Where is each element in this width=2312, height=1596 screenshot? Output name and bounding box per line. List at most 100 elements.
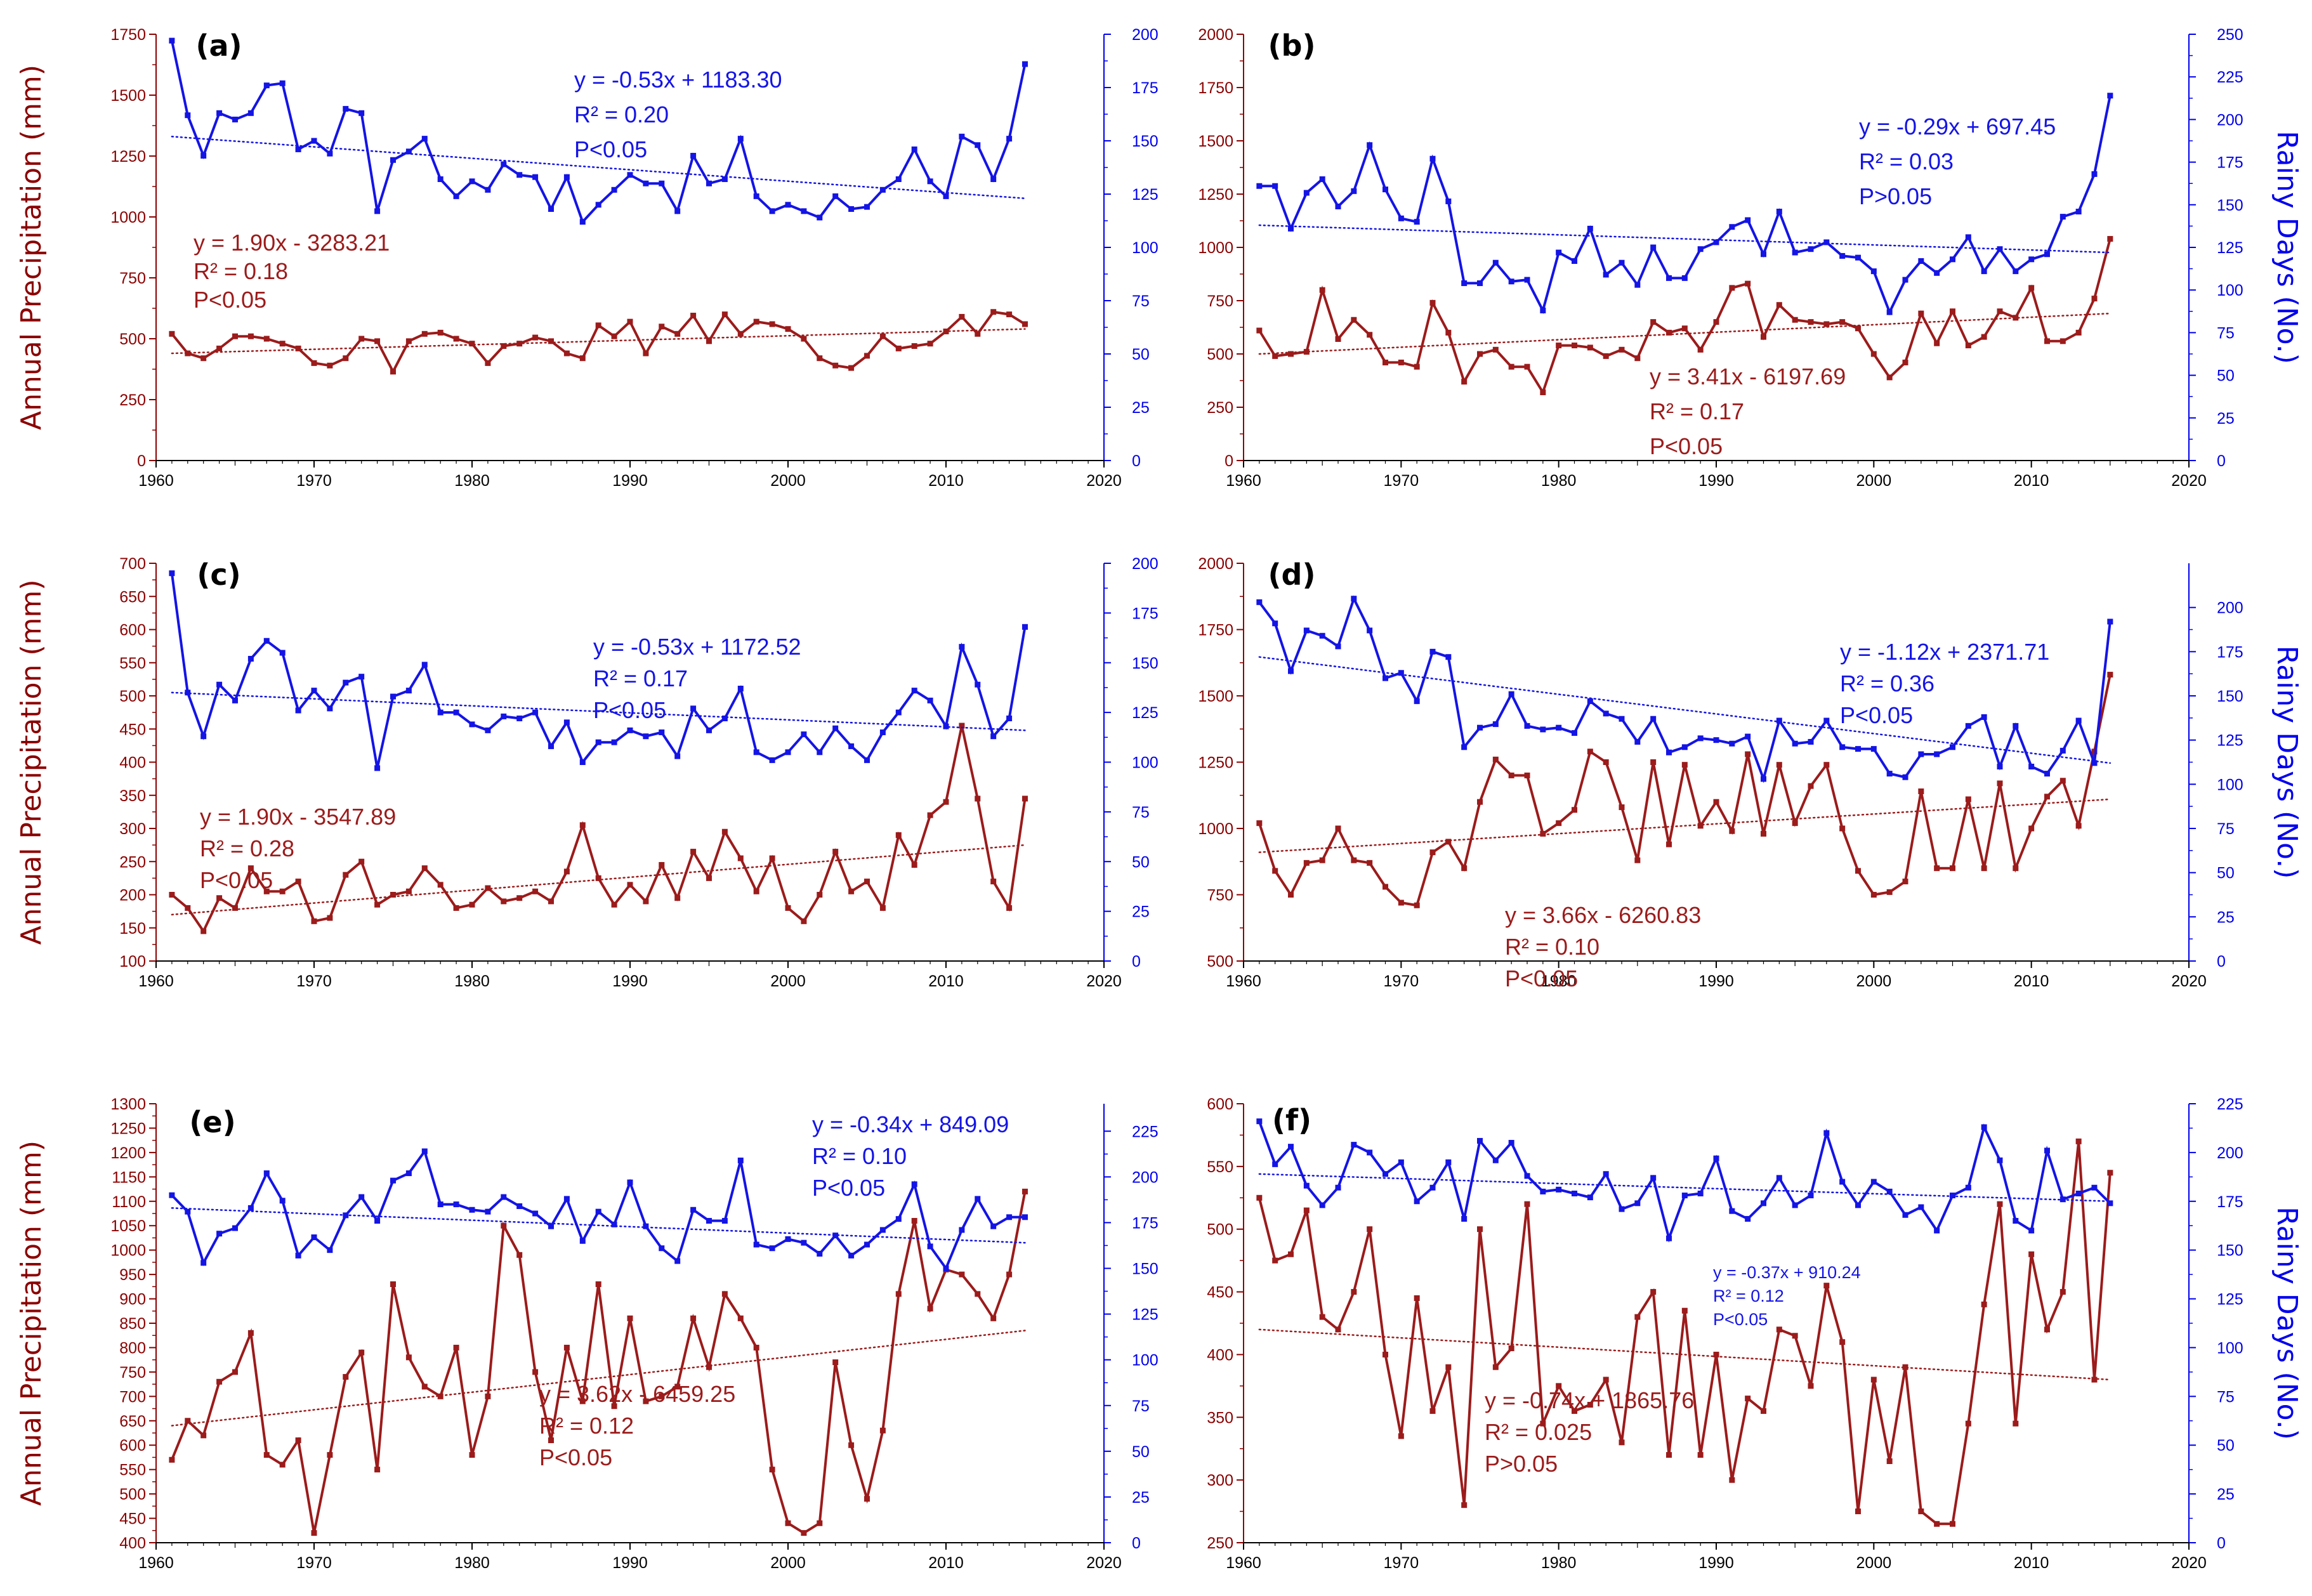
precipitation-point [1445,839,1452,845]
rainy-days-point [1398,1159,1404,1165]
rainy-days-point [1383,675,1388,681]
left-tick-label: 400 [119,1534,146,1552]
rainy-days-point [2028,1227,2035,1234]
rainy-days-point [1022,1214,1028,1220]
rainy-days-point [453,1201,459,1208]
rainy-days-point [1965,1184,1971,1191]
precipitation-point [690,849,697,855]
rainy-days-point [279,80,286,86]
right-tick-label: 225 [2217,69,2243,86]
rainy-days-point [1288,1144,1294,1150]
precipitation-point [295,1437,301,1444]
left-tick-label: 650 [119,1413,146,1430]
precipitation-trend-line [1258,1328,2112,1381]
right-tick-label: 100 [1132,239,1159,257]
precipitation-point [1965,1420,1971,1427]
x-tick-label: 1970 [296,972,332,990]
rainy-days-point [2091,1184,2098,1191]
left-tick-label: 900 [119,1291,146,1309]
rainy-days-point [169,37,175,44]
precipitation-point [263,1452,270,1458]
rainy-days-point [832,725,839,731]
precipitation-point [737,855,744,861]
rainy-days-regression-text: y = -0.37x + 910.24 [1713,1263,1861,1282]
x-tick-label: 1980 [454,1554,490,1572]
precipitation-point [563,1344,570,1351]
precipitation-regression-text: R² = 0.28 [200,835,294,861]
right-tick-label: 150 [1132,1260,1159,1278]
rainy-days-point [801,731,807,738]
precipitation-point [2107,1170,2113,1176]
precipitation-point [232,1369,238,1375]
rainy-days-point [785,1236,791,1242]
rainy-days-point [1383,186,1388,193]
left-tick-label: 700 [119,555,146,573]
left-tick-label: 750 [119,1364,146,1382]
precipitation-point [216,1378,223,1385]
rainy-days-point [1950,1193,1955,1199]
rainy-days-point [1367,627,1373,634]
x-tick-label: 1970 [1384,472,1419,490]
precipitation-point [1729,285,1735,291]
precipitation-point [1619,804,1625,811]
panel-label: (c) [197,558,240,592]
rainy-days-point [595,739,601,745]
precipitation-point [1556,343,1562,349]
rainy-days-point [1587,1194,1593,1201]
precipitation-point [1855,325,1861,332]
precipitation-point [1713,799,1719,805]
rainy-days-point [879,186,886,193]
precipitation-point [1508,363,1514,370]
right-tick-label: 100 [2217,776,2243,794]
precipitation-point [1383,884,1388,890]
precipitation-point [532,1369,539,1375]
precipitation-trend-line [1258,312,2112,355]
rainy-days-point [895,709,902,716]
precipitation-point [1634,1314,1641,1320]
rainy-days-point [1886,1188,1893,1194]
precipitation-regression-text: P>0.05 [1485,1451,1558,1477]
precipitation-point [453,905,459,911]
precipitation-point [327,915,333,921]
left-tick-label: 2000 [1198,555,1233,573]
rainy-days-point [1256,183,1263,189]
precipitation-point [1335,336,1341,342]
precipitation-point [2044,794,2050,800]
rainy-days-trend-line [171,1207,1026,1244]
precipitation-point [706,338,712,344]
precipitation-point [990,309,997,315]
x-tick-label: 1990 [1698,472,1734,490]
rainy-days-point [343,679,349,686]
precipitation-point [959,1271,965,1278]
precipitation-point [690,1315,697,1321]
rainy-days-point [1934,751,1940,757]
precipitation-point [627,1315,633,1321]
precipitation-point [579,822,586,828]
precipitation-point [1540,389,1546,395]
left-tick-label: 250 [119,391,146,409]
precipitation-point [405,888,412,894]
precipitation-regression-text: P<0.05 [1650,433,1723,459]
rainy-days-point [864,204,870,210]
precipitation-point [343,1374,349,1380]
right-tick-label: 225 [2217,1096,2243,1113]
rainy-days-point [327,150,333,157]
precipitation-point [1303,860,1310,866]
rainy-days-point [311,138,317,144]
precipitation-point [1367,332,1373,338]
precipitation-point [2091,749,2098,755]
precipitation-point [1934,865,1940,872]
rainy-days-point [1918,751,1924,757]
rainy-days-point [532,1210,539,1217]
precipitation-point [1823,762,1830,768]
precipitation-point [1477,799,1483,805]
x-tick-label: 2000 [770,472,806,490]
rainy-days-regression-text: R² = 0.36 [1840,670,1934,697]
rainy-days-point [627,172,633,178]
rainy-days-point [832,193,839,199]
precipitation-point [453,1344,459,1351]
rainy-days-point [1367,1149,1373,1156]
precipitation-point [2059,338,2066,344]
rainy-days-point [374,765,381,771]
